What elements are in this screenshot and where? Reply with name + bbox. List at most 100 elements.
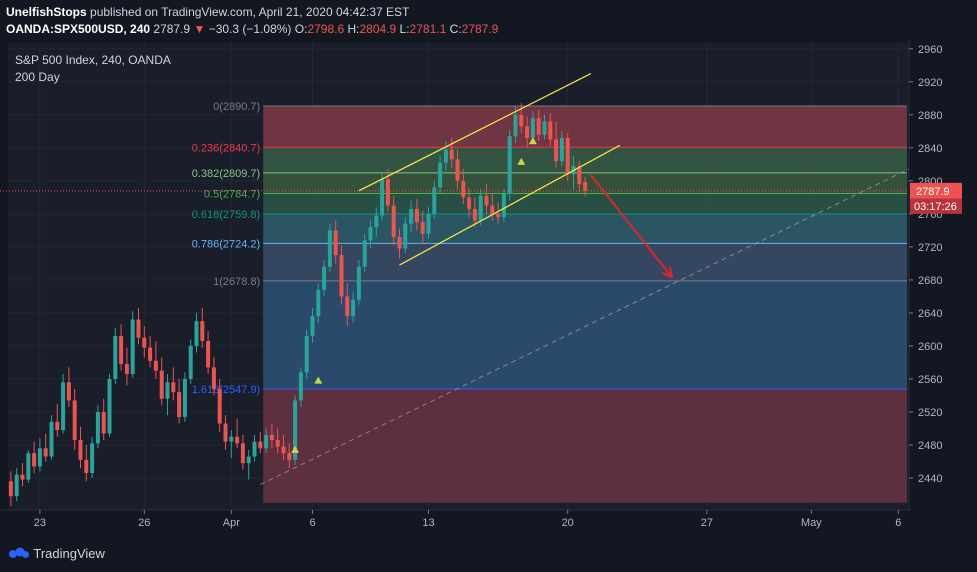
open-label: O:: [294, 22, 308, 36]
candle-body: [72, 400, 77, 441]
time-tick-label: 23: [34, 517, 46, 529]
candle-body: [26, 453, 31, 480]
candle-body: [484, 195, 489, 206]
signal-marker: [314, 376, 323, 384]
candle-body: [368, 227, 373, 241]
candle-body: [78, 440, 83, 460]
candle-body: [223, 423, 228, 442]
candle-body: [264, 435, 269, 449]
candle-body: [554, 139, 559, 162]
candle-body: [351, 299, 356, 317]
candle-body: [496, 213, 501, 218]
candle-body: [49, 421, 54, 457]
last-price-badge: [910, 182, 962, 199]
candle-body: [107, 378, 112, 434]
candle-body: [206, 340, 211, 368]
fib-label: 1(2678.8): [213, 276, 260, 288]
candle-body: [287, 453, 292, 460]
candle-body: [113, 336, 118, 379]
tradingview-brand: TradingView: [33, 546, 105, 561]
fib-label: 0.618(2759.8): [192, 209, 261, 221]
candle-body: [461, 180, 466, 198]
low-value: 2781.1: [409, 22, 447, 36]
price-axis[interactable]: [909, 40, 977, 512]
candle-body: [356, 266, 361, 300]
fib-lines: 0(2890.7) 0.236(2840.7) 0.382(2809.7) 0.5(2…: [192, 101, 907, 396]
candle-body: [217, 388, 222, 424]
legend-ma: 200 Day: [15, 70, 60, 84]
candle-body: [194, 321, 199, 346]
arrow-head: [661, 271, 673, 279]
candle-body: [32, 453, 37, 467]
fib-label: 1.618(2547.9): [192, 384, 261, 396]
last-price: 2787.9: [153, 22, 191, 36]
candle-body: [345, 296, 350, 317]
author-name[interactable]: UnelfishStops: [6, 5, 87, 19]
candle-body: [322, 266, 327, 290]
time-tick-label: 6: [895, 517, 901, 529]
fib-zone: [263, 243, 907, 281]
candle-body: [513, 114, 518, 137]
candle-body: [507, 136, 512, 195]
candle-body: [235, 436, 240, 444]
price-chart[interactable]: 0(2890.7) 0.236(2840.7) 0.382(2809.7) 0.5(2…: [0, 40, 977, 540]
candle-body: [333, 230, 338, 256]
candle-body: [130, 319, 135, 374]
candle-body: [327, 230, 332, 267]
candle-body: [304, 336, 309, 373]
price-tick-label: 2560: [918, 374, 942, 386]
trendline-dashed: [260, 168, 911, 486]
candle-body: [565, 137, 570, 175]
fib-label: 0.786(2724.2): [192, 238, 261, 250]
tradingview-logo[interactable]: TradingView: [8, 546, 105, 561]
candle-body: [426, 213, 431, 234]
candle-body: [455, 159, 460, 181]
candle-body: [84, 459, 89, 474]
symbol-label[interactable]: OANDA:SPX500USD, 240: [6, 22, 151, 36]
price-tick-label: 2640: [918, 308, 942, 320]
candle-body: [182, 378, 187, 417]
price-tick-label: 2960: [918, 44, 942, 56]
fib-zone: [263, 280, 907, 389]
candle-body: [478, 195, 483, 221]
candle-body: [90, 443, 95, 474]
trendline[interactable]: [260, 168, 911, 486]
arrow-shaft: [590, 174, 673, 279]
arrow-head: [668, 266, 674, 278]
price-tick-label: 2520: [918, 407, 942, 419]
signal-marker: [517, 157, 526, 165]
ohlc-line: OANDA:SPX500USD, 240 2787.9 ▼ −30.3 (−1.…: [6, 22, 498, 36]
candle-body: [142, 337, 147, 348]
candle-body: [148, 347, 153, 361]
time-tick-label: 6: [309, 517, 315, 529]
price-tick-label: 2880: [918, 110, 942, 122]
tradingview-icon: [9, 547, 29, 558]
candles: [8, 103, 588, 507]
candle-body: [380, 179, 385, 216]
candle-body: [165, 382, 170, 399]
candle-body: [472, 208, 477, 221]
candle-body: [467, 197, 472, 209]
price-tick-label: 2600: [918, 341, 942, 353]
candle-body: [374, 215, 379, 228]
candle-body: [43, 448, 48, 457]
candle-body: [240, 443, 245, 464]
candle-body: [490, 205, 495, 214]
close-value: 2787.9: [461, 22, 499, 36]
candle-body: [153, 360, 158, 371]
price-tick-label: 2720: [918, 242, 942, 254]
forecast-arrow[interactable]: [590, 174, 674, 279]
signal-marker: [528, 137, 537, 145]
candle-body: [438, 162, 443, 188]
candle-body: [252, 441, 257, 457]
candle-body: [20, 474, 25, 480]
time-axis[interactable]: [0, 510, 977, 540]
high-value: 2804.9: [359, 22, 397, 36]
candle-body: [536, 118, 541, 135]
candle-body: [293, 400, 298, 460]
candle-body: [385, 179, 390, 206]
candle-body: [159, 370, 164, 399]
channel[interactable]: [358, 72, 621, 266]
fib-zone: [263, 105, 907, 148]
candle-body: [530, 118, 535, 138]
